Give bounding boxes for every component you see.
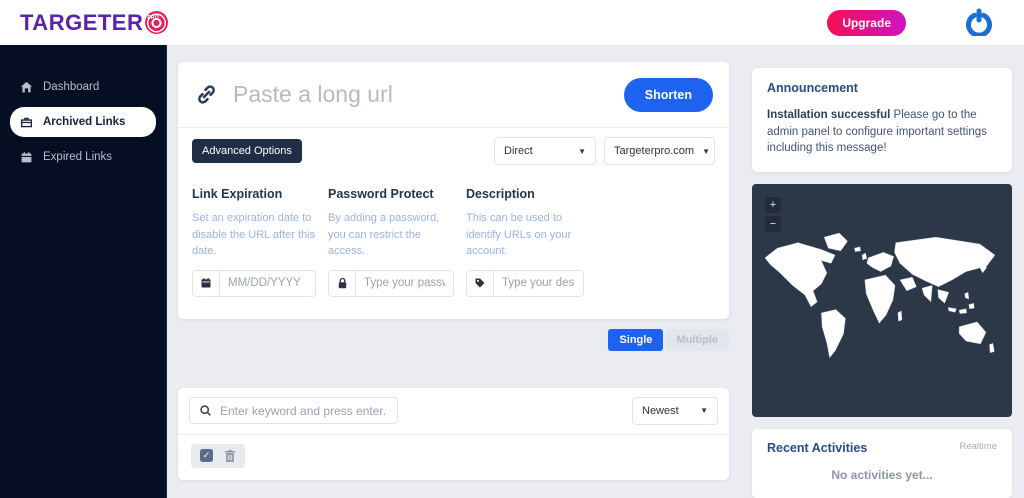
world-map bbox=[764, 232, 996, 358]
password-protect-help: By adding a password, you can restrict t… bbox=[328, 212, 440, 257]
redirect-type-select[interactable]: Direct ▼ bbox=[494, 137, 596, 165]
shortener-card: Shorten Advanced Options Direct ▼ Target… bbox=[178, 62, 729, 319]
select-all-checkbox[interactable]: ✓ bbox=[200, 449, 213, 462]
redirect-type-value: Direct bbox=[504, 145, 533, 157]
links-list-card: Newest ▼ ✓ bbox=[178, 387, 729, 480]
map-zoom-out-button[interactable]: − bbox=[765, 216, 781, 233]
recent-activities-card: Recent Activities Realtime No activities… bbox=[752, 429, 1012, 498]
trash-icon[interactable] bbox=[224, 449, 236, 463]
sort-select[interactable]: Newest ▼ bbox=[632, 396, 718, 425]
domain-select[interactable]: Targeterpro.com ▼ bbox=[604, 137, 715, 165]
lock-icon bbox=[328, 269, 356, 297]
link-expiration-title: Link Expiration bbox=[192, 187, 283, 201]
search-input[interactable] bbox=[220, 403, 388, 418]
power-icon bbox=[965, 8, 993, 36]
no-activities-text: No activities yet... bbox=[831, 468, 933, 482]
main-content: Shorten Advanced Options Direct ▼ Target… bbox=[167, 45, 1024, 498]
link-expiration-help: Set an expiration date to disable the UR… bbox=[192, 212, 316, 257]
sidebar-item-label: Dashboard bbox=[43, 81, 100, 93]
announcement-title: Announcement bbox=[767, 81, 858, 95]
announcement-body: Installation successful Please go to the… bbox=[767, 109, 987, 155]
description-title: Description bbox=[466, 187, 535, 201]
announcement-lead: Installation successful bbox=[767, 109, 891, 121]
sidebar-nav: Dashboard Archived Links Expired Links bbox=[0, 45, 167, 498]
bulk-actions: ✓ bbox=[191, 443, 245, 468]
archive-icon bbox=[20, 116, 33, 129]
world-map-card[interactable]: + − bbox=[752, 184, 1012, 417]
logo-text: TARGETER bbox=[20, 9, 144, 35]
domain-value: Targeterpro.com bbox=[614, 145, 695, 157]
realtime-badge: Realtime bbox=[959, 441, 998, 452]
password-protect-title: Password Protect bbox=[328, 187, 434, 201]
sidebar-item-label: Archived Links bbox=[43, 116, 126, 128]
sidebar-item-expired-links[interactable]: Expired Links bbox=[10, 143, 156, 171]
chevron-down-icon: ▼ bbox=[702, 146, 711, 156]
logo-pro-badge: PRO bbox=[147, 15, 159, 21]
chevron-down-icon: ▼ bbox=[700, 406, 708, 415]
announcement-card: Announcement Installation successful Ple… bbox=[752, 68, 1012, 173]
chevron-down-icon: ▼ bbox=[578, 146, 586, 156]
brand-logo[interactable]: TARGETER PRO bbox=[20, 9, 169, 36]
sidebar-item-archived-links[interactable]: Archived Links bbox=[10, 107, 156, 137]
sort-value: Newest bbox=[642, 404, 679, 417]
sidebar-item-dashboard[interactable]: Dashboard bbox=[10, 73, 156, 101]
upgrade-button[interactable]: Upgrade bbox=[827, 9, 906, 36]
tab-single[interactable]: Single bbox=[608, 328, 664, 351]
calendar-icon bbox=[20, 151, 33, 164]
sidebar-item-label: Expired Links bbox=[43, 151, 113, 163]
link-icon bbox=[194, 82, 219, 107]
description-help: This can be used to identify URLs on you… bbox=[466, 212, 572, 257]
recent-activities-title: Recent Activities bbox=[767, 441, 868, 455]
home-icon bbox=[20, 81, 33, 94]
expiration-date-input[interactable] bbox=[220, 269, 316, 297]
search-icon bbox=[199, 404, 212, 417]
logout-power-button[interactable] bbox=[964, 8, 994, 38]
password-input[interactable] bbox=[356, 269, 454, 297]
advanced-options-button[interactable]: Advanced Options bbox=[192, 139, 302, 163]
tag-icon bbox=[466, 269, 494, 297]
tab-multiple[interactable]: Multiple bbox=[665, 328, 729, 351]
target-logo-icon: PRO bbox=[145, 11, 169, 34]
keyword-search bbox=[189, 397, 398, 424]
calendar-icon bbox=[192, 269, 220, 297]
map-zoom-in-button[interactable]: + bbox=[765, 197, 781, 214]
mode-tabs: Single Multiple bbox=[178, 328, 729, 351]
description-input[interactable] bbox=[494, 269, 584, 297]
shorten-button[interactable]: Shorten bbox=[623, 77, 713, 112]
top-header: TARGETER PRO Upgrade bbox=[0, 0, 1024, 45]
long-url-input[interactable] bbox=[233, 81, 610, 108]
divider bbox=[178, 433, 729, 435]
